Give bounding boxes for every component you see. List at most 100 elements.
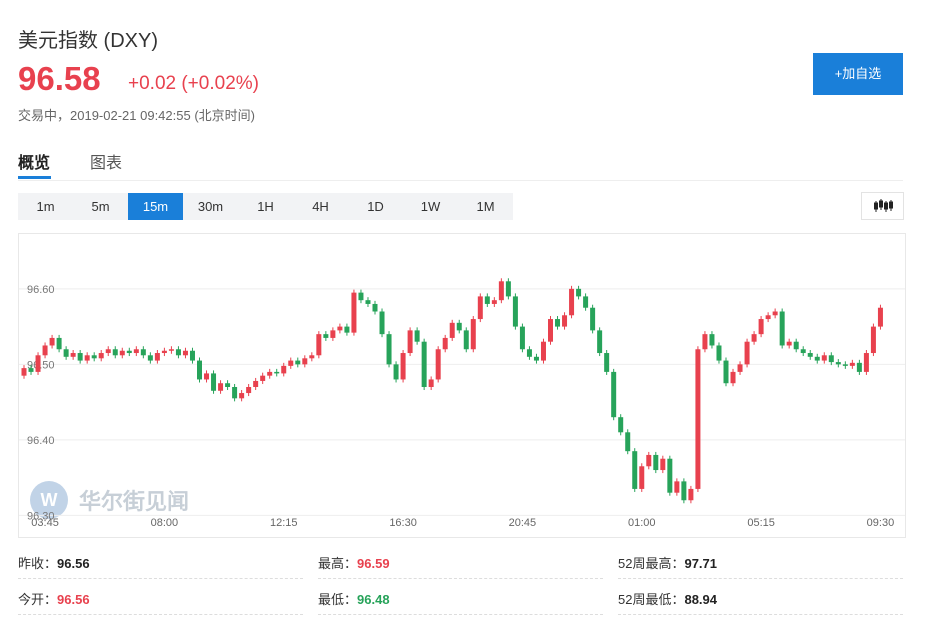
candle-body bbox=[49, 337, 55, 346]
divider bbox=[18, 180, 903, 181]
candle-body bbox=[211, 373, 217, 391]
stat-value: 97.71 bbox=[684, 556, 718, 571]
status: 交易中，2019-02-21 09:42:55 (北京时间) bbox=[18, 108, 255, 123]
candle-body bbox=[239, 393, 245, 399]
candle-body bbox=[21, 368, 27, 376]
divider bbox=[318, 614, 603, 615]
stat-value: 96.59 bbox=[357, 556, 390, 571]
candle-body bbox=[695, 349, 701, 489]
candle-icon bbox=[874, 199, 893, 212]
stat-label: 52周最高： bbox=[618, 556, 685, 571]
candle-body bbox=[540, 341, 546, 361]
candle-body bbox=[856, 362, 862, 372]
candle-body bbox=[323, 334, 329, 338]
x-tick-label: 05:15 bbox=[747, 517, 775, 529]
stat-label: 最高： bbox=[318, 556, 358, 571]
candle-body bbox=[870, 326, 876, 354]
candle-body bbox=[505, 281, 511, 297]
y-tick-label: 96.40 bbox=[27, 435, 55, 447]
candle-body bbox=[639, 466, 645, 489]
candle-body bbox=[533, 356, 539, 361]
candle-body bbox=[526, 349, 532, 357]
candle-body bbox=[449, 322, 455, 338]
y-tick-label: 96.50 bbox=[27, 359, 55, 371]
stat-label: 最低： bbox=[318, 592, 358, 607]
candle-body bbox=[330, 330, 336, 338]
period-button[interactable]: 1D bbox=[367, 199, 384, 214]
stat-label: 今开： bbox=[18, 592, 58, 607]
watermark-text: 华尔街见闻 bbox=[79, 489, 189, 514]
x-tick-label: 20:45 bbox=[509, 517, 537, 529]
candle-body bbox=[463, 330, 469, 350]
candle-body bbox=[260, 375, 266, 381]
candle-body bbox=[246, 387, 252, 394]
stat: 52周最高：97.71 bbox=[618, 553, 717, 572]
candle-body bbox=[56, 337, 62, 350]
y-tick-label: 96.30 bbox=[27, 510, 55, 522]
tab[interactable]: 图表 bbox=[90, 155, 123, 172]
candle-body bbox=[77, 353, 83, 361]
candle-body bbox=[863, 353, 869, 372]
stat-value: 96.48 bbox=[357, 592, 390, 607]
period-button[interactable]: 4H bbox=[312, 199, 329, 214]
candle-body bbox=[842, 364, 848, 366]
period-button[interactable]: 1W bbox=[420, 199, 441, 214]
candle-body bbox=[161, 350, 167, 354]
tab[interactable]: 概览 bbox=[18, 155, 51, 172]
candle-body bbox=[814, 356, 820, 361]
period-button[interactable]: 15m bbox=[128, 193, 183, 220]
period-button[interactable]: 1H bbox=[257, 199, 274, 214]
candle-body bbox=[147, 355, 153, 361]
stat-value: 96.56 bbox=[57, 592, 90, 607]
stat-label: 52周最低： bbox=[618, 592, 685, 607]
period-button[interactable]: 30m bbox=[197, 199, 224, 214]
candle-body bbox=[498, 281, 504, 301]
candle-body bbox=[632, 451, 638, 489]
candle-body bbox=[316, 334, 322, 356]
divider bbox=[618, 578, 903, 579]
add-watchlist-button[interactable]: +加自选 bbox=[813, 53, 903, 95]
chart-type-button[interactable] bbox=[861, 192, 904, 220]
candle-body bbox=[786, 341, 792, 346]
candle-body bbox=[555, 319, 561, 327]
candle-body bbox=[344, 326, 350, 333]
candle-body bbox=[562, 315, 568, 327]
candle-body bbox=[835, 362, 841, 365]
title: 美元指数 (DXY) bbox=[18, 30, 158, 52]
period-button[interactable]: 5m bbox=[91, 199, 110, 214]
x-tick-label: 01:00 bbox=[628, 517, 656, 529]
x-tick-label: 12:15 bbox=[270, 517, 298, 529]
stat: 最低：96.48 bbox=[318, 589, 390, 608]
candle-body bbox=[660, 458, 666, 471]
period-button[interactable]: 1M bbox=[476, 199, 495, 214]
watermark-logo-mark: W bbox=[41, 490, 58, 510]
candle-body bbox=[751, 334, 757, 342]
stat-label: 昨收： bbox=[18, 556, 58, 571]
x-tick-label: 08:00 bbox=[151, 517, 179, 529]
candle-body bbox=[309, 355, 315, 359]
candle-body bbox=[765, 315, 771, 320]
candle-body bbox=[484, 296, 490, 304]
candle-body bbox=[91, 355, 97, 359]
candle-body bbox=[800, 349, 806, 354]
candle-body bbox=[414, 330, 420, 342]
candle-body bbox=[140, 349, 146, 356]
candle-body bbox=[112, 349, 118, 356]
candle-body bbox=[337, 326, 343, 331]
divider bbox=[618, 614, 903, 615]
tab-indicator bbox=[18, 176, 51, 179]
candle-body bbox=[723, 360, 729, 384]
candle-body bbox=[758, 319, 764, 335]
chart: W 华尔街见闻 96.30 96.40 96.50 96.60 03:45 08:00 12… bbox=[19, 278, 905, 529]
candle-body bbox=[189, 350, 195, 361]
candle-body bbox=[709, 334, 715, 346]
candle-body bbox=[807, 353, 813, 357]
candle-body bbox=[302, 358, 308, 365]
candle-body bbox=[597, 330, 603, 354]
candle-body bbox=[218, 383, 224, 391]
candle-body bbox=[365, 300, 371, 304]
candle-body bbox=[435, 349, 441, 380]
period-button[interactable]: 1m bbox=[36, 199, 55, 214]
candle-body bbox=[716, 345, 722, 361]
x-tick-label: 09:30 bbox=[867, 517, 895, 529]
